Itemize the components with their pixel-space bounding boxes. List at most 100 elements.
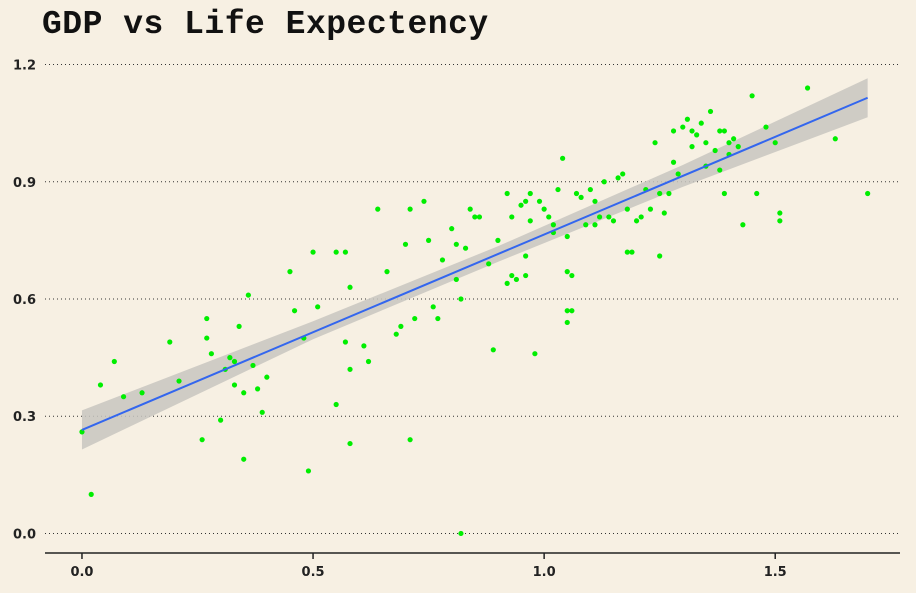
- data-point: [375, 206, 381, 212]
- data-point: [740, 222, 746, 228]
- data-point: [342, 339, 349, 345]
- data-point: [476, 214, 483, 220]
- data-point: [726, 140, 732, 146]
- data-point: [560, 155, 566, 161]
- data-point: [763, 124, 769, 130]
- data-point: [393, 331, 399, 337]
- x-tick-label: 1.0: [533, 565, 556, 580]
- data-point: [638, 214, 644, 220]
- data-point: [495, 237, 501, 243]
- data-point: [218, 417, 224, 423]
- data-point: [564, 308, 570, 314]
- data-point: [657, 253, 663, 259]
- data-point: [587, 186, 593, 193]
- data-point: [541, 206, 547, 212]
- data-point: [449, 226, 455, 232]
- data-point: [204, 335, 210, 341]
- data-point: [250, 362, 256, 369]
- data-point: [620, 171, 626, 177]
- data-point: [472, 214, 478, 220]
- data-point: [721, 128, 727, 134]
- data-point: [254, 386, 261, 392]
- data-point: [287, 269, 293, 275]
- data-point: [777, 218, 783, 224]
- data-point: [657, 190, 663, 197]
- data-point: [717, 128, 723, 134]
- data-point: [425, 237, 432, 243]
- data-point: [88, 491, 94, 497]
- data-point: [749, 93, 755, 99]
- data-point: [333, 249, 339, 255]
- data-point: [703, 140, 709, 146]
- data-point: [231, 382, 238, 388]
- y-tick-label: 0.6: [13, 293, 36, 308]
- x-tick-label: 0.5: [302, 565, 325, 580]
- data-point: [689, 128, 695, 134]
- data-point: [610, 218, 617, 224]
- data-point: [596, 214, 603, 220]
- data-point: [439, 257, 446, 263]
- data-point: [633, 218, 640, 224]
- data-point: [365, 358, 372, 365]
- data-point: [721, 190, 727, 197]
- data-point: [592, 198, 598, 204]
- y-tick-label: 0.9: [13, 176, 36, 191]
- data-point: [689, 144, 695, 150]
- data-point: [670, 128, 677, 134]
- data-point: [592, 222, 598, 228]
- data-point: [652, 140, 658, 146]
- data-point: [675, 171, 681, 177]
- data-point: [435, 315, 441, 322]
- data-point: [523, 198, 529, 204]
- data-point: [832, 136, 838, 142]
- data-point: [615, 175, 621, 181]
- data-point: [698, 120, 704, 126]
- data-point: [684, 116, 691, 122]
- data-point: [509, 272, 515, 279]
- data-point: [564, 233, 570, 240]
- x-tick-label: 1.5: [764, 565, 787, 580]
- data-point: [712, 147, 718, 154]
- data-point: [647, 206, 654, 212]
- data-point: [291, 308, 298, 314]
- data-point: [398, 323, 404, 329]
- data-point: [421, 198, 427, 204]
- data-point: [430, 304, 436, 310]
- data-point: [527, 190, 533, 197]
- data-point: [717, 167, 723, 173]
- data-point: [583, 222, 589, 228]
- data-point: [578, 194, 584, 200]
- data-point: [241, 390, 247, 396]
- data-point: [731, 136, 737, 142]
- data-point: [236, 323, 242, 329]
- data-point: [120, 394, 127, 400]
- data-point: [347, 366, 353, 372]
- data-point: [79, 429, 85, 435]
- data-point: [527, 218, 533, 224]
- chart-title: GDP vs Life Expectency: [42, 6, 489, 43]
- data-point: [486, 261, 492, 267]
- data-point: [208, 351, 214, 357]
- data-point: [865, 190, 871, 197]
- fit-line: [81, 96, 869, 431]
- data-point: [467, 206, 473, 212]
- data-point: [536, 198, 543, 204]
- data-point: [777, 210, 783, 216]
- data-point: [167, 339, 173, 345]
- data-points: [79, 85, 871, 537]
- data-point: [666, 190, 672, 197]
- data-point: [384, 269, 390, 275]
- data-point: [176, 378, 182, 384]
- data-point: [629, 249, 635, 255]
- data-point: [546, 214, 552, 220]
- data-point: [532, 351, 538, 357]
- data-point: [347, 284, 353, 290]
- data-point: [804, 85, 811, 91]
- data-point: [407, 206, 413, 212]
- data-point: [333, 401, 339, 408]
- data-point: [453, 276, 459, 283]
- data-point: [555, 186, 561, 193]
- data-point: [241, 456, 247, 462]
- data-point: [661, 210, 667, 216]
